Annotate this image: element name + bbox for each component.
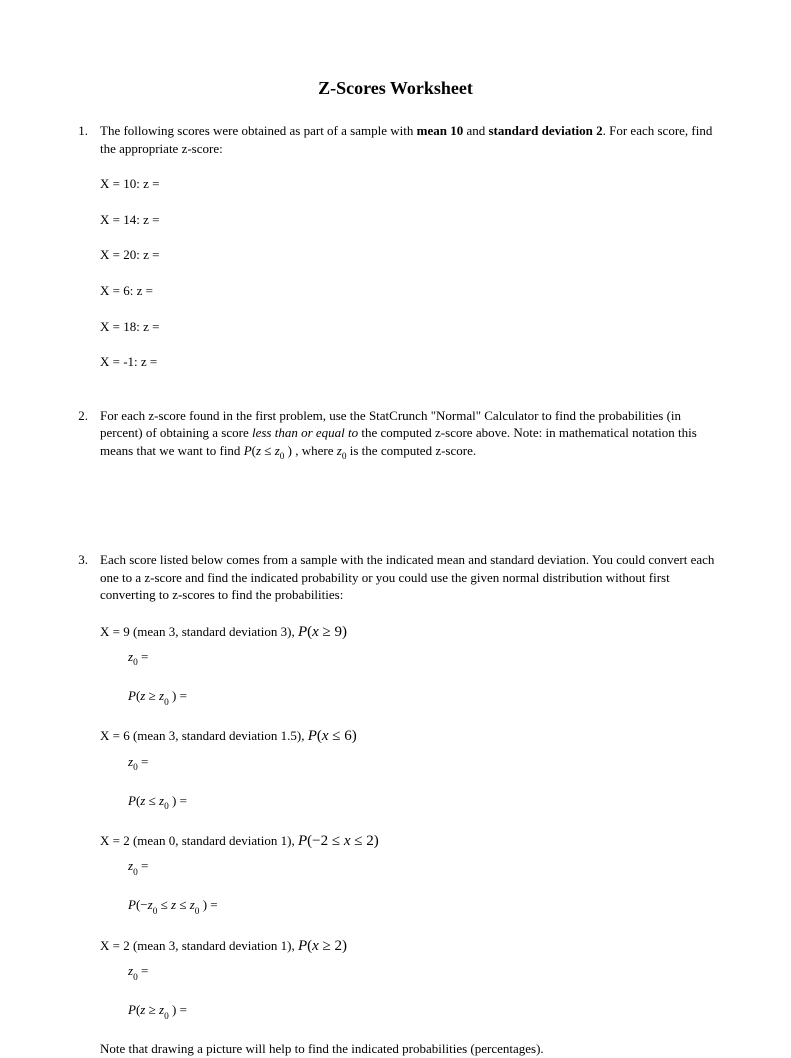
mean-bold: mean 10 [417, 123, 464, 138]
pz-line: P(z ≤ z0 ) = [100, 792, 719, 813]
math-sub: 0 [280, 452, 285, 462]
text: ) [342, 938, 347, 954]
problem-number: 1. [72, 122, 100, 388]
math-P: P [244, 443, 252, 458]
text: ≤ [328, 833, 344, 849]
item: X = 14: z = [100, 211, 719, 229]
item: X = -1: z = [100, 353, 719, 371]
math-P: P [298, 624, 307, 640]
z0-line: z0 = [100, 962, 719, 983]
math-P: P [128, 897, 136, 912]
text: ≤ [329, 728, 345, 744]
math-x: x [322, 728, 329, 744]
problem-1: 1. The following scores were obtained as… [72, 122, 719, 388]
math-sub: 0 [133, 763, 138, 773]
italic-text: less than or equal to [252, 425, 358, 440]
math-sub: 0 [164, 802, 169, 812]
math-x: x [312, 938, 319, 954]
item: X = 6: z = [100, 282, 719, 300]
lead-text: X = 9 (mean 3, standard deviation 3), [100, 624, 298, 639]
lead-text: X = 2 (mean 0, standard deviation 1), [100, 833, 298, 848]
math-val: 2 [366, 833, 374, 849]
pz-line: P(z ≥ z0 ) = [100, 687, 719, 708]
text: ≥ [145, 688, 159, 703]
math-val: 9 [335, 624, 343, 640]
math-P: P [128, 793, 136, 808]
item: X = 20: z = [100, 246, 719, 264]
lead-text: X = 6 (mean 3, standard deviation 1.5), [100, 728, 308, 743]
math-sub: 0 [133, 658, 138, 668]
math-sub: 0 [342, 452, 347, 462]
math-sub: 0 [153, 907, 158, 917]
text: ≤ [261, 443, 275, 458]
math-sub: 0 [133, 973, 138, 983]
math-P: P [128, 688, 136, 703]
math-sub: 0 [195, 907, 200, 917]
note-text: Note that drawing a picture will help to… [100, 1040, 719, 1058]
text: ≥ [145, 1002, 159, 1017]
text: = [176, 1002, 187, 1017]
text: and [463, 123, 488, 138]
worksheet-title: Z-Scores Worksheet [72, 76, 719, 100]
text: is the computed z-score. [347, 443, 477, 458]
z0-line: z0 = [100, 753, 719, 774]
text: ≤ [351, 833, 367, 849]
item: X = 18: z = [100, 318, 719, 336]
text: ) [352, 728, 357, 744]
math-val: 2 [335, 938, 343, 954]
math-val: 6 [344, 728, 352, 744]
text: ) [374, 833, 379, 849]
text: = [138, 649, 149, 664]
math-sub: 0 [164, 698, 169, 708]
subpart-c: X = 2 (mean 0, standard deviation 1), P(… [100, 831, 719, 851]
pz-line: P(−z0 ≤ z ≤ z0 ) = [100, 896, 719, 917]
problem-body: The following scores were obtained as pa… [100, 122, 719, 388]
lead-text: X = 2 (mean 3, standard deviation 1), [100, 938, 298, 953]
z0-line: z0 = [100, 648, 719, 669]
problem-intro: The following scores were obtained as pa… [100, 122, 719, 157]
subpart-d: X = 2 (mean 3, standard deviation 1), P(… [100, 936, 719, 956]
problem-3: 3. Each score listed below comes from a … [72, 551, 719, 1058]
math-sub: 0 [133, 868, 138, 878]
problem-2: 2. For each z-score found in the first p… [72, 407, 719, 463]
math-x: x [344, 833, 351, 849]
text: ) [342, 624, 347, 640]
subpart-b: X = 6 (mean 3, standard deviation 1.5), … [100, 726, 719, 746]
problem-body: For each z-score found in the first prob… [100, 407, 719, 463]
z0-line: z0 = [100, 857, 719, 878]
pz-line: P(z ≥ z0 ) = [100, 1001, 719, 1022]
math-z: z [275, 443, 280, 458]
math-P: P [298, 833, 307, 849]
subpart-a: X = 9 (mean 3, standard deviation 3), P(… [100, 622, 719, 642]
item: X = 10: z = [100, 175, 719, 193]
text: ≤ [145, 793, 159, 808]
problem-number: 3. [72, 551, 100, 1058]
text: ≤ [157, 897, 171, 912]
text: = [176, 793, 187, 808]
math-val: −2 [312, 833, 328, 849]
text: , where [292, 443, 337, 458]
text: ≤ [176, 897, 190, 912]
math-sub: 0 [164, 1012, 169, 1022]
text: = [138, 858, 149, 873]
text: = [138, 754, 149, 769]
math-P: P [308, 728, 317, 744]
text: ≥ [319, 624, 335, 640]
problem-intro: Each score listed below comes from a sam… [100, 551, 719, 604]
text: ≥ [319, 938, 335, 954]
text: ) [284, 443, 292, 458]
text: ) [199, 897, 207, 912]
math-z: z [148, 897, 153, 912]
text: − [140, 897, 147, 912]
text: The following scores were obtained as pa… [100, 123, 417, 138]
problem-body: Each score listed below comes from a sam… [100, 551, 719, 1058]
math-P: P [298, 938, 307, 954]
math-P: P [128, 1002, 136, 1017]
problem-number: 2. [72, 407, 100, 463]
text: = [207, 897, 218, 912]
text: = [138, 963, 149, 978]
text: = [176, 688, 187, 703]
sd-bold: standard deviation 2 [488, 123, 602, 138]
math-x: x [312, 624, 319, 640]
